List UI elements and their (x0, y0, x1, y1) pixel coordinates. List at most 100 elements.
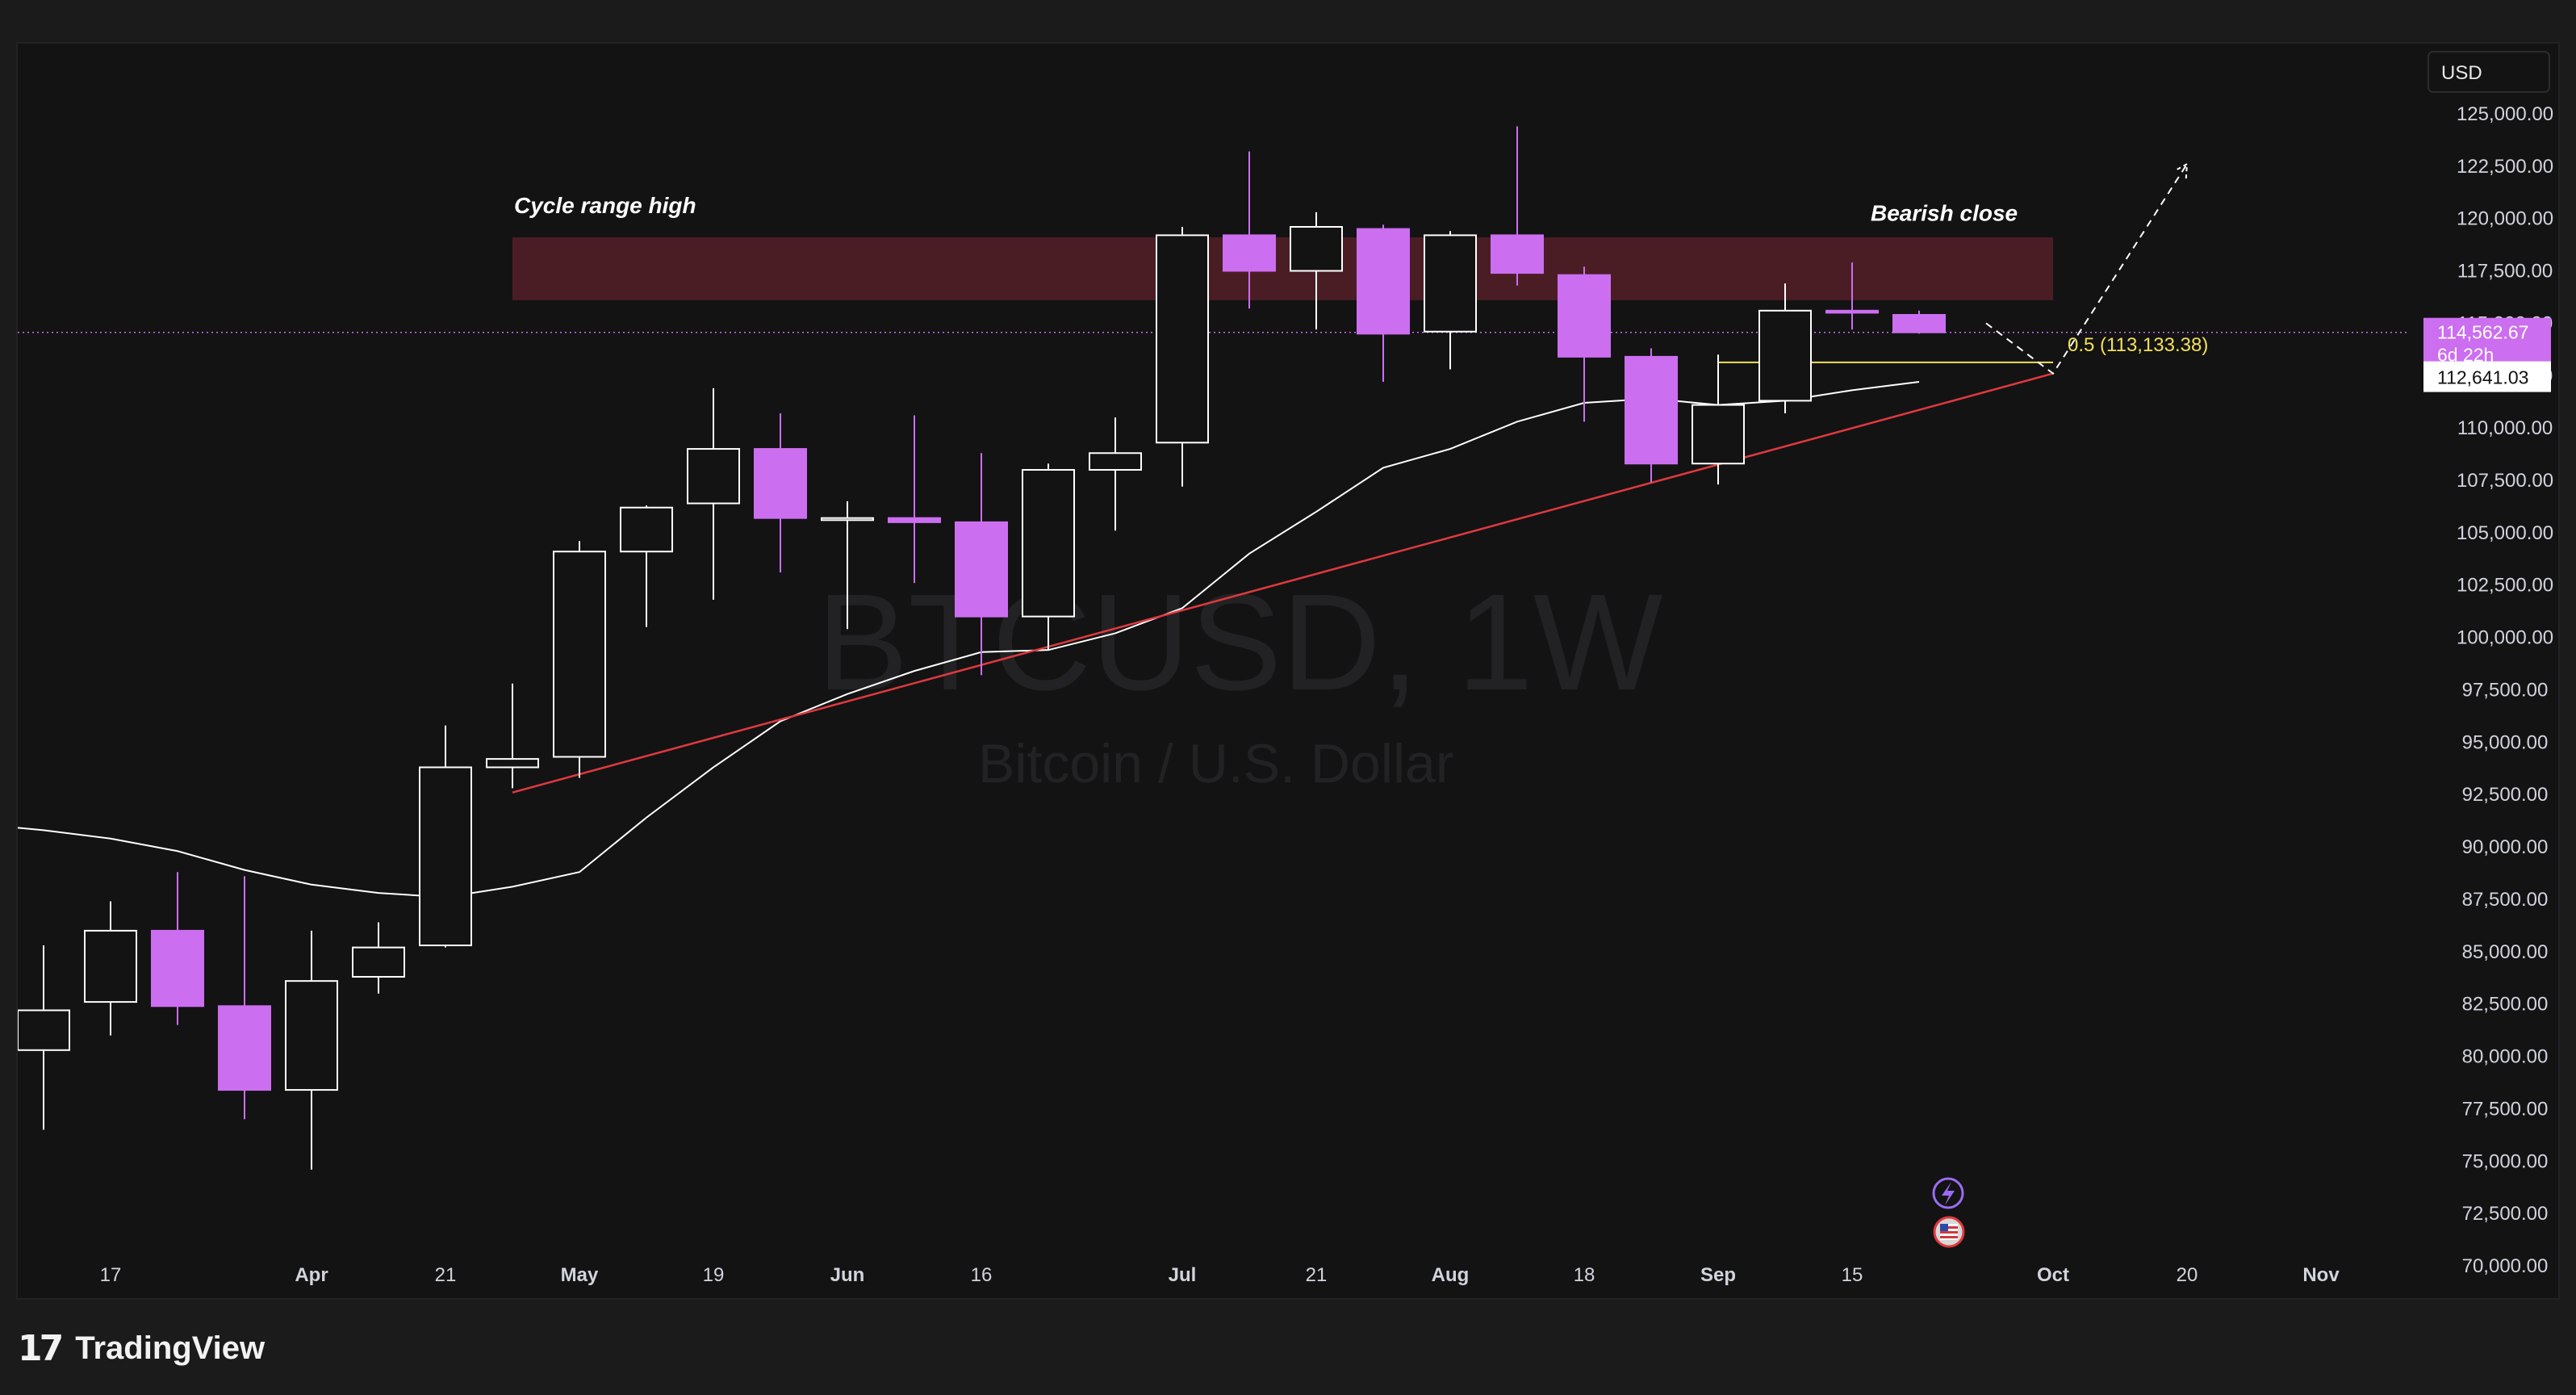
chart-panel[interactable]: BTCUSD, 1W Bitcoin / U.S. Dollar Cycle ran… (16, 42, 2560, 1300)
us-flag-event-icon[interactable] (1933, 1216, 1965, 1248)
us-flag-stripe (1940, 1236, 1958, 1238)
us-flag-stripe (1940, 1226, 1958, 1229)
y-tick-label: 77,500.00 (2462, 1098, 2549, 1120)
candle-2 (84, 901, 137, 1036)
ma-price-bg (2423, 361, 2551, 392)
x-tick-label: 20 (2177, 1264, 2198, 1286)
candle-3 (151, 872, 204, 1025)
candle-11 (687, 388, 740, 600)
candle-19 (1223, 151, 1276, 309)
candle-15 (955, 453, 1008, 676)
us-flag-canton (1940, 1224, 1948, 1231)
candle-body (1424, 234, 1477, 333)
candle-body (1825, 309, 1879, 314)
y-tick-label: 92,500.00 (2462, 784, 2549, 806)
candle-23 (1491, 126, 1544, 286)
y-tick-label: 110,000.00 (2457, 417, 2553, 439)
lightning-event-ring (1932, 1177, 1964, 1209)
y-tick-label: 125,000.00 (2457, 103, 2553, 125)
x-tick-label: Jun (830, 1264, 865, 1286)
candle-body (687, 448, 740, 505)
x-tick-label: 19 (703, 1264, 725, 1286)
y-tick-label: 102,500.00 (2457, 575, 2553, 597)
y-tick-label: 105,000.00 (2457, 522, 2553, 544)
candle-body (1625, 355, 1678, 465)
candle-13 (821, 501, 874, 630)
candle-body (888, 517, 941, 523)
candle-body (1022, 469, 1075, 618)
x-tick-label: Nov (2302, 1264, 2340, 1286)
candle-20 (1290, 212, 1343, 330)
candle-6 (352, 922, 405, 994)
candle-1 (18, 945, 70, 1130)
brand-name[interactable]: TradingView (75, 1330, 266, 1366)
y-tick-label: 120,000.00 (2457, 208, 2553, 230)
candle-17 (1089, 417, 1142, 531)
fib-level-label: 0.5 (113,133.38) (2068, 334, 2208, 356)
watermark-subtitle: Bitcoin / U.S. Dollar (978, 733, 1454, 794)
candle-26 (1692, 354, 1745, 485)
candle-body (821, 517, 874, 522)
candle-body (18, 1009, 70, 1051)
x-tick-label: 18 (1574, 1264, 1595, 1286)
x-tick-label: Apr (295, 1264, 328, 1286)
candle-body (1357, 228, 1410, 335)
x-tick-label: 21 (435, 1264, 457, 1286)
watermark-title: BTCUSD, 1W (817, 566, 1662, 719)
ma-price-box: 112,641.03 (2423, 361, 2551, 392)
candle-body (486, 758, 539, 769)
candle-27 (1758, 283, 1812, 413)
candle-7 (419, 725, 472, 948)
chart-canvas[interactable]: BTCUSD, 1W Bitcoin / U.S. Dollar Cycle ran… (18, 44, 2558, 1298)
currency-label: USD (2441, 62, 2482, 84)
candle-4 (218, 876, 271, 1120)
current-price-bg (2423, 317, 2551, 370)
y-tick-label: 122,500.00 (2457, 156, 2553, 178)
candle-body (1758, 309, 1812, 402)
candle-body (1290, 226, 1343, 272)
footer: 17 TradingView (18, 1324, 265, 1372)
currency-button-box (2428, 51, 2550, 93)
candle-8 (486, 683, 539, 789)
support-trendline (512, 372, 2054, 794)
y-tick-label: 117,500.00 (2457, 261, 2553, 283)
candle-25 (1625, 348, 1678, 483)
candle-12 (754, 413, 807, 573)
tradingview-logo-icon[interactable]: 17 (18, 1327, 64, 1369)
x-tick-label: May (561, 1264, 599, 1286)
candle-9 (553, 541, 606, 778)
candle-body (1558, 274, 1611, 358)
candle-10 (620, 505, 673, 627)
y-tick-label: 85,000.00 (2462, 941, 2549, 963)
lightning-event-icon[interactable] (1932, 1177, 1964, 1209)
candle-body (84, 929, 137, 1003)
y-tick-label: 75,000.00 (2462, 1150, 2549, 1172)
x-tick-label: 21 (1306, 1264, 1328, 1286)
currency-button[interactable]: USD (2428, 51, 2550, 93)
resistance-zone (512, 237, 2053, 300)
candle-14 (888, 415, 941, 584)
candle-body (553, 551, 606, 758)
current-price-label: 114,562.67 (2437, 322, 2528, 343)
candle-22 (1424, 231, 1477, 370)
x-tick-label: Oct (2037, 1264, 2069, 1286)
ma-price-label: 112,641.03 (2437, 367, 2528, 388)
y-tick-label: 90,000.00 (2462, 836, 2549, 858)
candle-body (955, 521, 1008, 618)
y-tick-label: 70,000.00 (2462, 1255, 2549, 1277)
x-tick-label: Sep (1700, 1264, 1736, 1286)
bearish-close-label: Bearish close (1871, 200, 2018, 225)
candle-24 (1558, 266, 1611, 422)
candle-body (754, 448, 807, 519)
y-tick-label: 82,500.00 (2462, 994, 2549, 1016)
candle-body (620, 506, 673, 553)
y-tick-label: 97,500.00 (2462, 679, 2549, 701)
y-tick-label: 107,500.00 (2457, 470, 2553, 492)
candle-body (1692, 404, 1745, 465)
x-tick-label: 15 (1842, 1264, 1863, 1286)
candle-29 (1892, 310, 1946, 334)
y-tick-label: 80,000.00 (2462, 1046, 2549, 1068)
candle-21 (1357, 224, 1410, 383)
candle-18 (1156, 227, 1209, 487)
